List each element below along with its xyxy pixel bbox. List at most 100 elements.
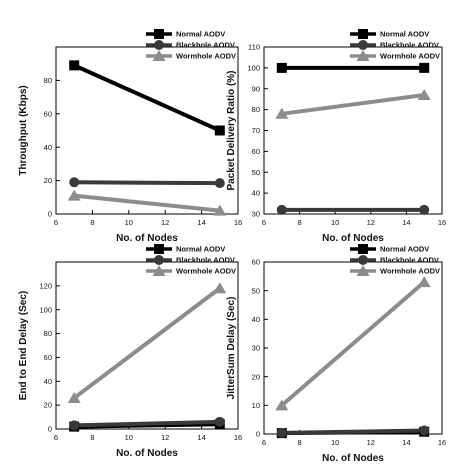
series-line-blackhole-aodv xyxy=(72,419,222,428)
y-tick-label: 0 xyxy=(256,430,260,439)
x-tick-label: 14 xyxy=(197,433,205,442)
legend-label: Normal AODV xyxy=(176,30,225,39)
y-tick-label: 120 xyxy=(39,281,52,290)
y-axis-label: Packet Delivery Ratio (%) xyxy=(226,70,237,190)
x-tick-label: 16 xyxy=(234,433,242,442)
y-tick-label: 80 xyxy=(44,76,52,85)
y-tick-label: 50 xyxy=(252,286,260,295)
legend-label: Blackhole AODV xyxy=(380,256,439,265)
y-axis-label: JitterSum Delay (Sec) xyxy=(226,297,237,400)
y-tick-label: 50 xyxy=(252,168,260,177)
x-tick-label: 14 xyxy=(402,218,410,227)
y-tick-label: 100 xyxy=(247,63,260,72)
data-point-blackhole-aodv xyxy=(214,416,225,427)
legend-marker-square xyxy=(154,244,164,254)
x-axis-label: No. of Nodes xyxy=(116,448,178,459)
y-tick-label: 20 xyxy=(44,176,52,185)
y-tick-label: 0 xyxy=(48,210,52,219)
x-tick-label: 12 xyxy=(161,218,169,227)
legend-marker-square xyxy=(358,244,368,254)
data-point-blackhole-aodv xyxy=(214,178,225,189)
legend-label: Normal AODV xyxy=(176,245,225,254)
data-point-wormhole-aodv xyxy=(213,282,227,294)
y-tick-label: 90 xyxy=(252,84,260,93)
x-tick-label: 14 xyxy=(402,438,410,447)
x-tick-label: 12 xyxy=(367,218,375,227)
y-tick-label: 20 xyxy=(252,372,260,381)
legend-marker-circle xyxy=(358,40,368,50)
x-tick-label: 16 xyxy=(234,218,242,227)
data-point-blackhole-aodv xyxy=(419,425,430,436)
legend-marker-square xyxy=(154,29,164,39)
x-tick-label: 6 xyxy=(262,218,266,227)
x-tick-label: 10 xyxy=(331,218,339,227)
y-axis-label: End to End Delay (Sec) xyxy=(18,291,29,400)
y-tick-label: 70 xyxy=(252,126,260,135)
y-axis-label: Throughput (Kbps) xyxy=(18,85,29,176)
y-tick-label: 40 xyxy=(44,377,52,386)
y-tick-label: 40 xyxy=(252,189,260,198)
data-point-wormhole-aodv xyxy=(213,204,227,216)
legend-label: Blackhole AODV xyxy=(380,41,439,50)
legend-marker-triangle xyxy=(152,50,166,61)
series-line-wormhole-aodv xyxy=(279,93,427,116)
series-line-normal-aodv xyxy=(72,63,222,133)
data-point-blackhole-aodv xyxy=(69,177,80,188)
x-tick-label: 16 xyxy=(438,218,446,227)
data-point-wormhole-aodv xyxy=(275,399,289,411)
data-point-wormhole-aodv xyxy=(67,391,81,403)
series-line-blackhole-aodv xyxy=(279,428,427,435)
y-tick-label: 60 xyxy=(252,258,260,267)
x-tick-label: 12 xyxy=(367,438,375,447)
y-tick-label: 30 xyxy=(252,210,260,219)
y-tick-label: 40 xyxy=(44,143,52,152)
chart-panel-3: 6 8 10 12 14 16 0 20 40 60 80 100 120 No. of Nodes End… xyxy=(18,244,242,459)
x-tick-label: 8 xyxy=(298,218,302,227)
series-line-wormhole-aodv xyxy=(72,286,222,400)
legend: Normal AODV Blackhole AODV Wormhole AODV xyxy=(350,29,440,61)
x-tick-label: 8 xyxy=(90,218,94,227)
chart-panel-2: 6 8 10 12 14 16 30 40 50 60 70 80 90 100 110 No. of Nod… xyxy=(226,29,446,244)
legend-label: Normal AODV xyxy=(380,30,429,39)
x-axis-label: No. of Nodes xyxy=(116,233,178,244)
legend-marker-triangle xyxy=(152,265,166,276)
y-tick-label: 60 xyxy=(252,147,260,156)
data-point-blackhole-aodv xyxy=(276,204,287,215)
x-tick-label: 6 xyxy=(54,433,58,442)
legend-marker-square xyxy=(358,29,368,39)
legend-marker-circle xyxy=(358,255,368,265)
x-tick-label: 12 xyxy=(161,433,169,442)
y-tick-label: 110 xyxy=(248,43,260,52)
x-tick-label: 10 xyxy=(125,218,133,227)
x-tick-label: 10 xyxy=(331,438,339,447)
data-point-normal-aodv xyxy=(276,62,287,73)
x-tick-label: 6 xyxy=(262,438,266,447)
y-tick-label: 20 xyxy=(44,401,52,410)
legend: Normal AODV Blackhole AODV Wormhole AODV xyxy=(146,244,236,276)
legend: Normal AODV Blackhole AODV Wormhole AODV xyxy=(350,244,440,276)
x-tick-label: 14 xyxy=(197,218,205,227)
y-tick-label: 30 xyxy=(252,344,260,353)
y-tick-label: 80 xyxy=(44,329,52,338)
series-line-blackhole-aodv xyxy=(72,180,222,186)
legend-marker-circle xyxy=(154,40,164,50)
y-tick-label: 60 xyxy=(44,353,52,362)
x-tick-label: 6 xyxy=(54,218,58,227)
y-tick-label: 60 xyxy=(44,109,52,118)
data-point-blackhole-aodv xyxy=(69,420,80,431)
data-point-blackhole-aodv xyxy=(276,427,287,438)
y-tick-label: 40 xyxy=(252,315,260,324)
series-line-wormhole-aodv xyxy=(72,193,222,213)
legend-label: Wormhole AODV xyxy=(176,267,236,276)
chart-panel-4: 6 8 10 12 14 16 0 10 20 30 40 50 60 No. of Nodes Jitte… xyxy=(226,244,446,464)
legend-label: Wormhole AODV xyxy=(380,267,440,276)
legend-label: Normal AODV xyxy=(380,245,429,254)
data-point-wormhole-aodv xyxy=(67,189,81,201)
x-tick-label: 8 xyxy=(90,433,94,442)
x-axis-label: No. of Nodes xyxy=(322,453,384,464)
data-point-wormhole-aodv xyxy=(417,89,431,101)
x-tick-label: 16 xyxy=(438,438,446,447)
legend-marker-triangle xyxy=(356,50,370,61)
y-tick-label: 10 xyxy=(252,401,260,410)
